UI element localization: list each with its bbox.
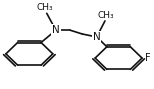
Text: CH₃: CH₃ <box>37 3 54 12</box>
Text: CH₃: CH₃ <box>97 11 114 20</box>
Text: N: N <box>93 32 101 42</box>
Text: N: N <box>52 25 60 35</box>
Text: F: F <box>145 53 151 63</box>
